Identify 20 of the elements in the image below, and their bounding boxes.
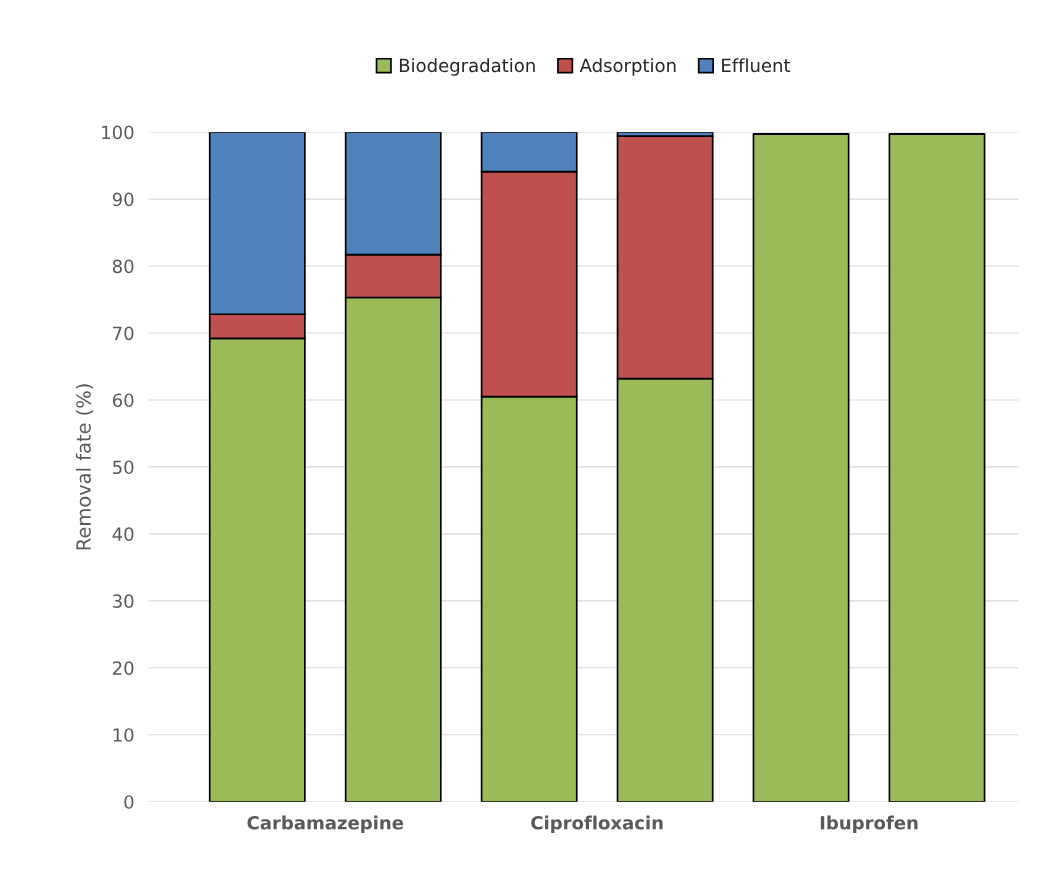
y-tick-label: 60 <box>112 393 134 408</box>
y-tick-label: 20 <box>113 661 134 675</box>
legend-label: Biodegradation <box>399 58 535 76</box>
y-tick-label: 10 <box>113 728 134 742</box>
bar <box>752 133 850 802</box>
x-tick-label: Ibuprofen <box>820 815 918 834</box>
legend-label: Effluent <box>722 58 791 73</box>
y-tick-label: 80 <box>112 259 134 274</box>
y-tick-label: 0 <box>124 795 134 809</box>
y-tick-label: 70 <box>113 326 134 341</box>
y-tick-label: 50 <box>113 460 134 475</box>
y-tick-label: 30 <box>113 594 134 608</box>
y-tick-label: 40 <box>112 527 134 541</box>
y-tick-label: 90 <box>112 192 134 207</box>
y-tick-label: 100 <box>102 125 134 140</box>
bar <box>888 133 986 802</box>
x-tick-label: Carbamazepine <box>247 815 404 834</box>
legend-label: Adsorption <box>579 58 676 76</box>
y-axis-title: Removal fate (%) <box>75 384 94 550</box>
x-tick-label: Ciprofloxacin <box>531 815 663 834</box>
